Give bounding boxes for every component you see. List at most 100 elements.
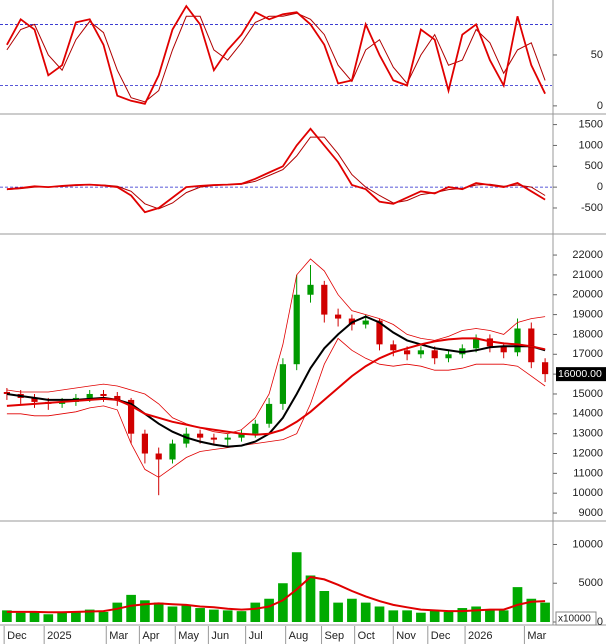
y-tick-label: 11000	[573, 467, 603, 479]
volume-bar	[195, 608, 205, 622]
volume-bar	[181, 604, 192, 622]
y-tick-label: 12000	[572, 447, 603, 459]
unit-box	[555, 611, 597, 626]
volume-bar	[167, 606, 178, 622]
candle-body	[127, 399, 135, 434]
volume-bar	[429, 610, 440, 622]
volume-bar	[98, 611, 109, 622]
candle-body	[210, 437, 218, 440]
candle-body	[431, 350, 438, 359]
x-tick-label: Dec	[431, 630, 451, 642]
candle-body	[334, 314, 342, 319]
y-tick-label: 1000	[579, 139, 603, 151]
volume-bar	[333, 602, 343, 622]
y-tick-label: 1500	[579, 118, 603, 130]
candle-body	[472, 338, 480, 349]
panel: 0 5000 10000 x10000 Dec 2025 Mar Apr May Jun Jul Au…	[2, 538, 603, 644]
y-tick-label: 18000	[572, 328, 603, 340]
volume-bar	[416, 612, 426, 622]
y-tick-label: 0	[597, 100, 603, 112]
volume-bar	[291, 552, 302, 622]
candle-body	[390, 344, 397, 351]
price-tag-label: 16000.00	[558, 368, 602, 380]
volume-bar	[236, 611, 247, 622]
volume-bar	[319, 590, 330, 622]
candle-body	[307, 284, 314, 295]
x-tick-label: Nov	[396, 630, 416, 642]
y-tick-label: 10000	[572, 538, 603, 550]
y-tick-label: 14000	[572, 408, 603, 420]
candle-body	[376, 320, 383, 345]
y-tick-label: 5000	[579, 577, 603, 589]
x-tick-label: Apr	[142, 630, 159, 642]
candle-body	[169, 443, 176, 460]
volume-bar	[57, 612, 67, 622]
panel: -500 0 500 1000 1500	[0, 118, 603, 214]
volume-bar	[443, 611, 454, 622]
volume-bar	[112, 602, 123, 622]
volume-ma-line	[6, 575, 546, 614]
y-tick-label: 0	[597, 616, 603, 628]
volume-bar	[360, 602, 371, 622]
candle-body	[224, 437, 231, 440]
unit-label: x10000	[558, 614, 591, 625]
candle-body	[321, 284, 328, 315]
y-tick-label: 20000	[572, 289, 603, 301]
x-tick-label: Mar	[109, 630, 128, 642]
candle-body	[403, 350, 411, 355]
volume-bar	[498, 610, 509, 622]
y-tick-label: 0	[597, 181, 603, 193]
y-tick-label: 13000	[572, 428, 603, 440]
candle-body	[445, 354, 452, 359]
volume-bar	[264, 598, 274, 622]
volume-bar	[29, 611, 40, 622]
volume-bar	[71, 611, 81, 622]
y-tick-label: 17000	[572, 348, 603, 360]
x-tick-label: Mar	[527, 630, 546, 642]
volume-bar	[2, 610, 12, 622]
y-tick-label: 19000	[572, 308, 603, 320]
y-tick-label: 500	[585, 160, 603, 172]
volume-bar	[388, 610, 399, 622]
y-tick-label: -500	[581, 202, 603, 214]
y-tick-label: 10000	[572, 487, 603, 499]
volume-bar	[153, 602, 164, 622]
candle-body	[514, 328, 521, 353]
x-tick-label: Sep	[325, 630, 345, 642]
volume-bar	[374, 606, 385, 622]
volume-bar	[485, 610, 495, 622]
candle-body	[155, 453, 162, 460]
price-tag-box	[556, 367, 606, 382]
volume-bar	[402, 610, 412, 622]
indicator-line	[6, 127, 546, 214]
candle-body	[252, 423, 259, 434]
panel: 9000100001100012000130001400015000160001…	[3, 249, 606, 519]
candle-body	[238, 433, 245, 438]
volume-bar	[540, 602, 550, 622]
volume-bar	[526, 598, 537, 622]
x-tick-label: 2025	[47, 630, 71, 642]
candle-body	[293, 294, 300, 365]
candle-body	[86, 393, 93, 398]
candle-body	[58, 401, 66, 404]
volume-bar	[250, 602, 261, 622]
candle-body	[279, 364, 287, 404]
overlay-line	[6, 337, 546, 478]
candle-body	[417, 350, 425, 355]
volume-bar	[209, 609, 219, 622]
panel: 0 50	[0, 4, 603, 112]
y-tick-label: 50	[591, 49, 603, 61]
candle-body	[541, 362, 549, 375]
volume-bar	[305, 575, 316, 622]
volume-bar	[222, 610, 233, 622]
x-tick-label: 2026	[468, 630, 492, 642]
volume-bar	[84, 609, 95, 622]
volume-bar	[15, 612, 26, 622]
x-tick-label: May	[178, 630, 199, 642]
candle-body	[500, 346, 507, 353]
y-tick-label: 21000	[572, 269, 603, 281]
y-tick-label: 9000	[579, 507, 603, 519]
volume-bar	[278, 583, 288, 622]
x-tick-label: Jul	[249, 630, 263, 642]
